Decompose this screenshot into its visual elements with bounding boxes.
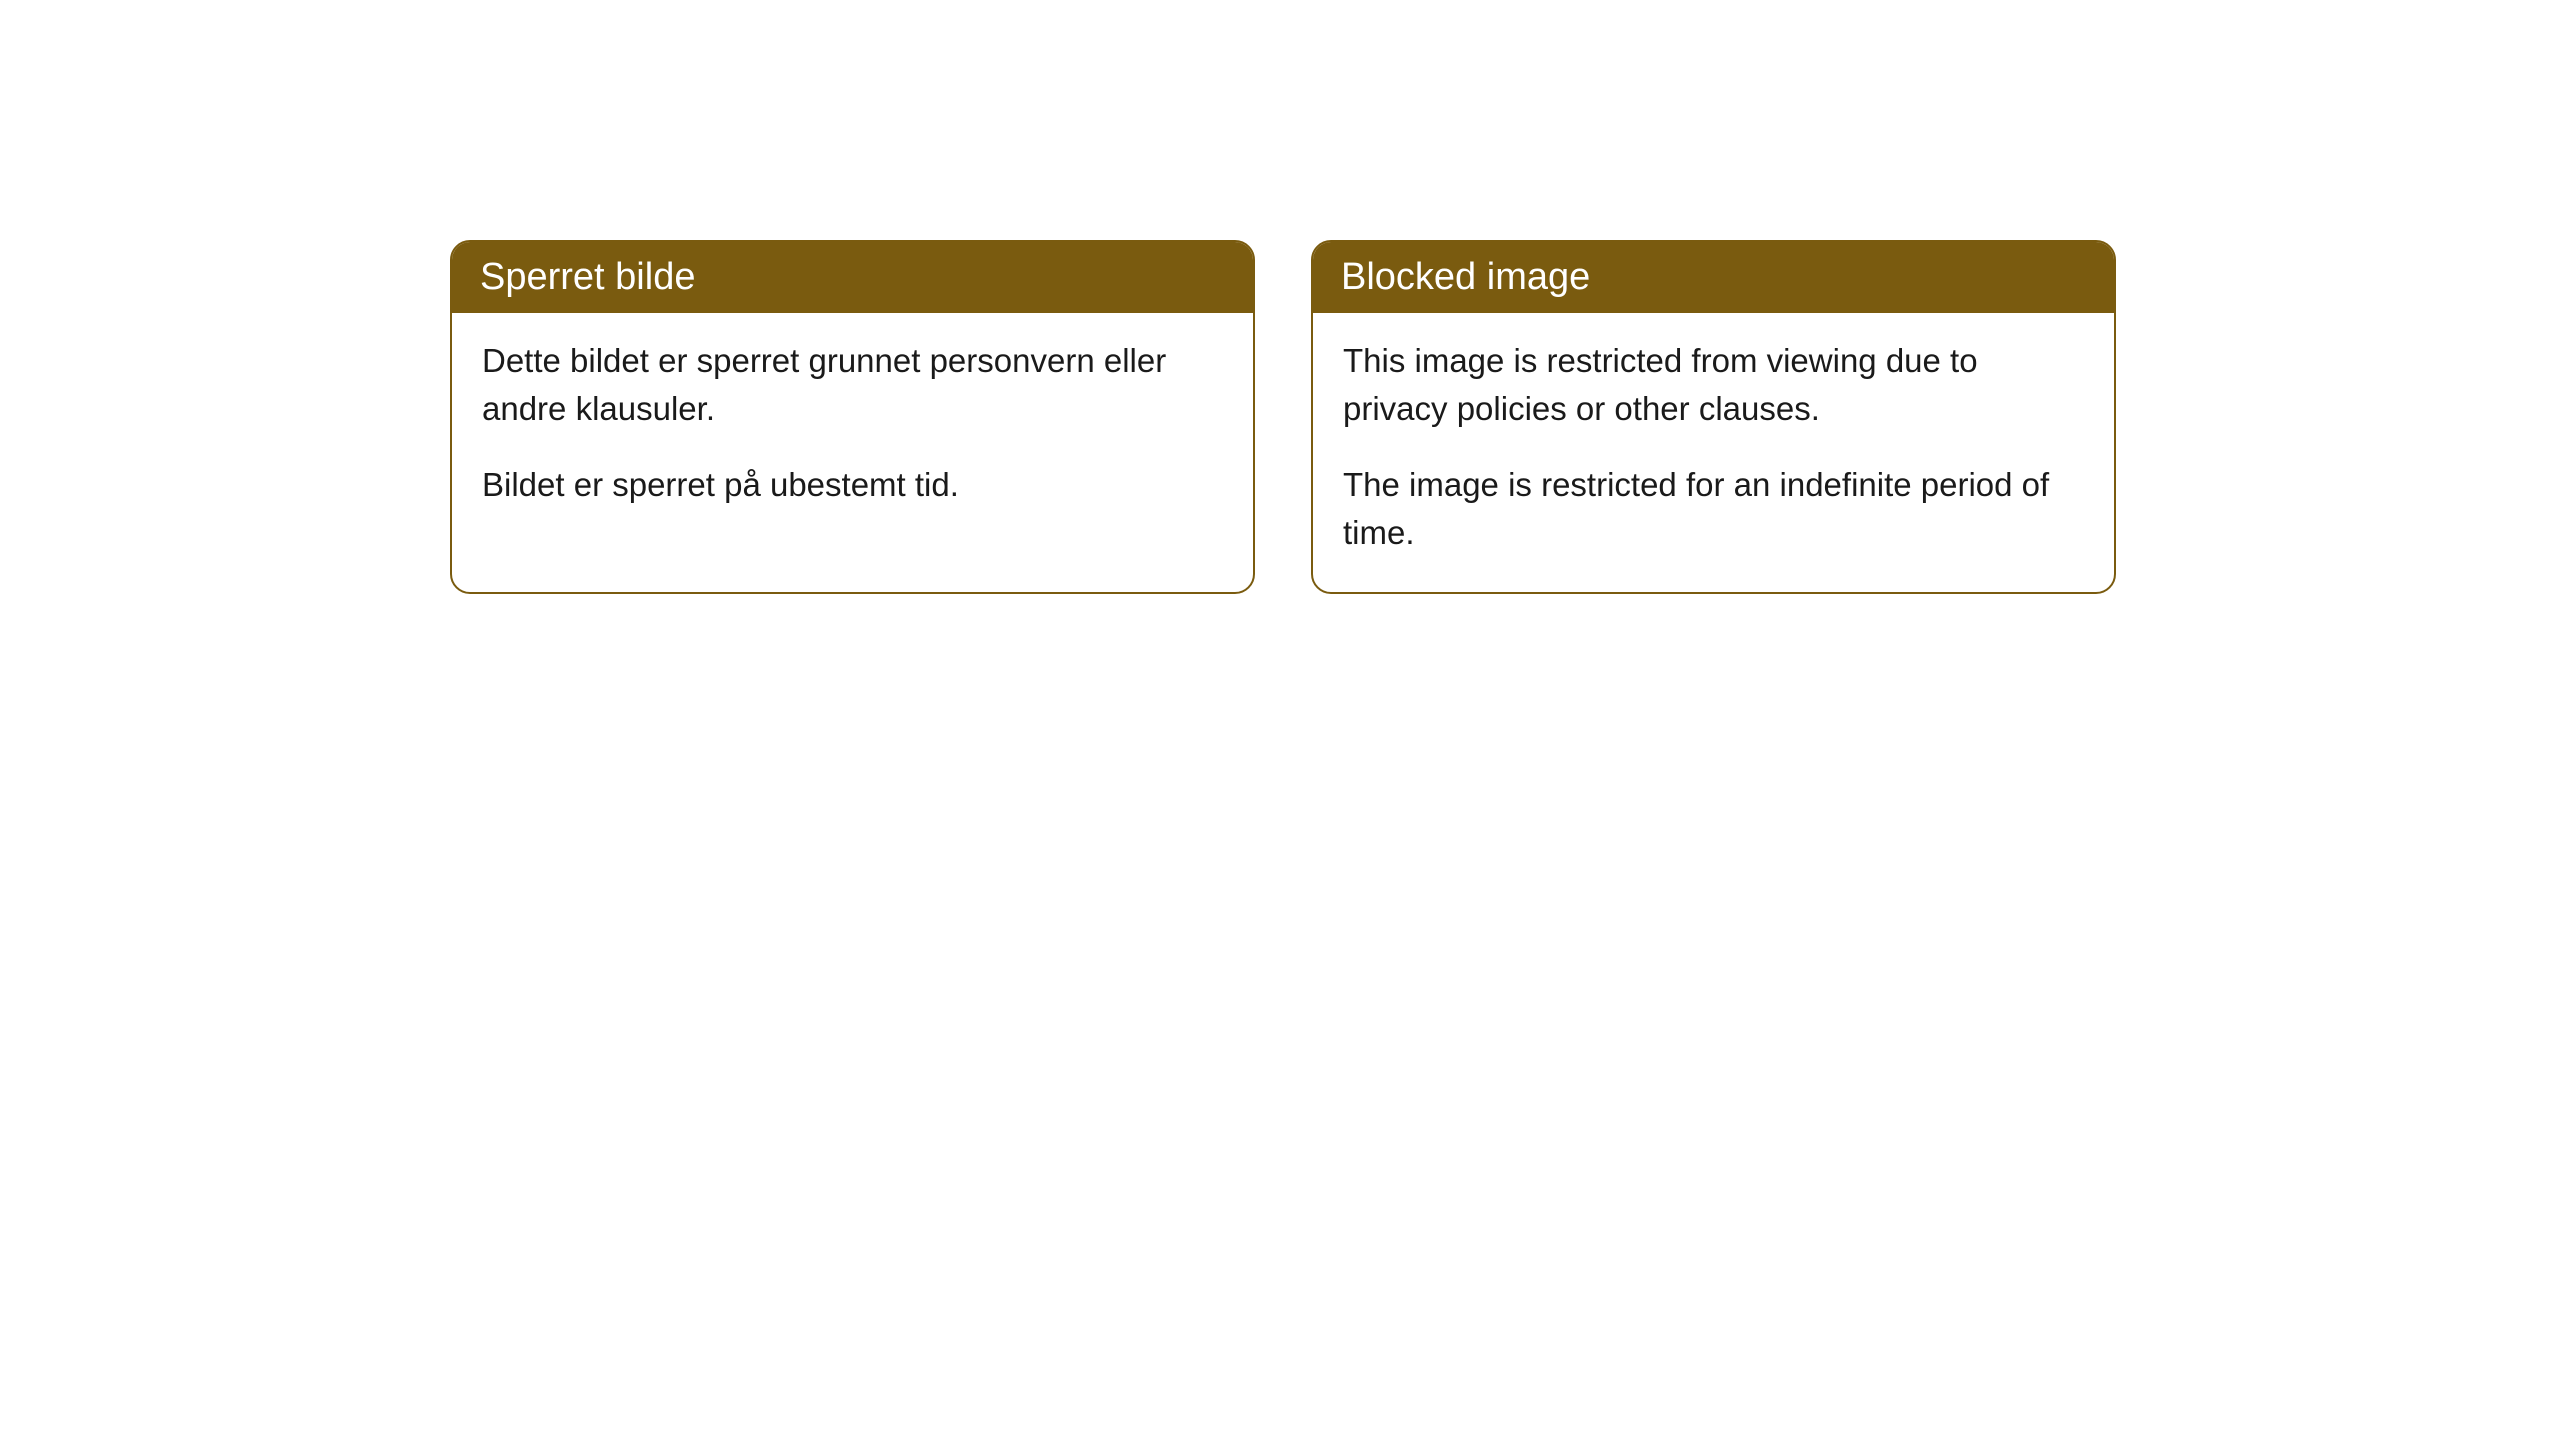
cards-container: Sperret bilde Dette bildet er sperret gr…	[0, 0, 2560, 594]
card-header-english: Blocked image	[1313, 242, 2114, 313]
card-paragraph-2: The image is restricted for an indefinit…	[1343, 461, 2084, 557]
blocked-image-card-norwegian: Sperret bilde Dette bildet er sperret gr…	[450, 240, 1255, 594]
card-body-norwegian: Dette bildet er sperret grunnet personve…	[452, 313, 1253, 545]
card-paragraph-2: Bildet er sperret på ubestemt tid.	[482, 461, 1223, 509]
card-paragraph-1: This image is restricted from viewing du…	[1343, 337, 2084, 433]
blocked-image-card-english: Blocked image This image is restricted f…	[1311, 240, 2116, 594]
card-header-norwegian: Sperret bilde	[452, 242, 1253, 313]
card-paragraph-1: Dette bildet er sperret grunnet personve…	[482, 337, 1223, 433]
card-title: Sperret bilde	[480, 256, 695, 298]
card-title: Blocked image	[1341, 256, 1590, 298]
card-body-english: This image is restricted from viewing du…	[1313, 313, 2114, 592]
